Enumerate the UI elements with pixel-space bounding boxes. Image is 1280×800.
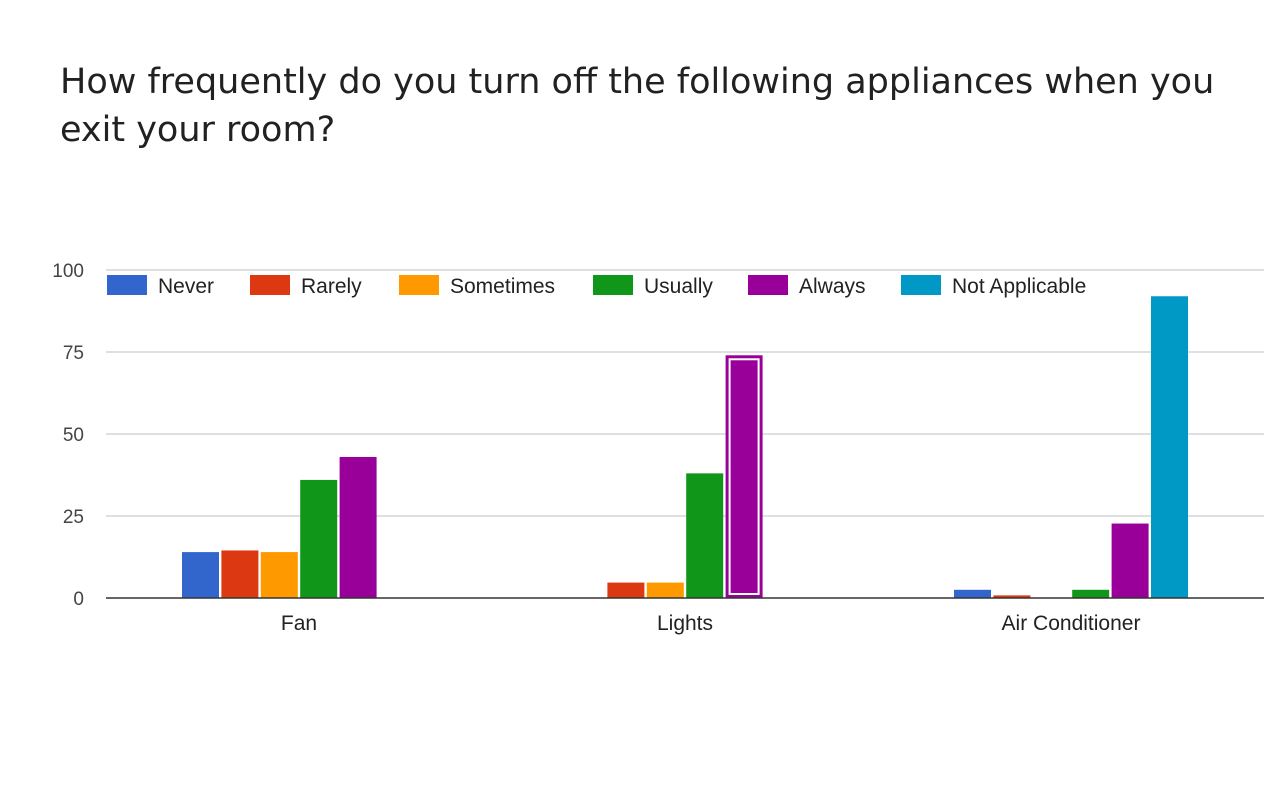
legend-item-not-applicable[interactable]: Not Applicable — [901, 275, 1086, 298]
legend-label: Never — [158, 275, 214, 298]
legend-item-always[interactable]: Always — [748, 275, 866, 298]
bars — [182, 296, 1188, 598]
x-axis-labels: Fan Lights Air Conditioner — [281, 612, 1141, 635]
legend-swatch — [901, 275, 941, 295]
chart-title: How frequently do you turn off the follo… — [60, 62, 1215, 150]
x-category-label: Air Conditioner — [1002, 612, 1141, 635]
bar-always-lights[interactable] — [725, 355, 763, 598]
bar-usually-lights[interactable] — [686, 473, 724, 598]
legend-label: Not Applicable — [952, 275, 1086, 298]
y-tick-label: 100 — [52, 261, 84, 282]
bar-rarely-air-conditioner[interactable] — [993, 595, 1031, 598]
bar-usually-air-conditioner[interactable] — [1072, 589, 1110, 598]
legend-swatch — [748, 275, 788, 295]
legend-label: Usually — [644, 275, 713, 298]
legend-swatch — [107, 275, 147, 295]
legend[interactable]: Never Rarely Sometimes Usually Always Not App… — [107, 275, 1086, 298]
legend-item-sometimes[interactable]: Sometimes — [399, 275, 555, 298]
x-category-label: Lights — [657, 612, 713, 635]
bar-highlight-outline — [728, 358, 760, 595]
bar-always-air-conditioner[interactable] — [1111, 523, 1149, 598]
legend-item-rarely[interactable]: Rarely — [250, 275, 362, 298]
y-tick-label: 50 — [63, 425, 84, 446]
legend-item-usually[interactable]: Usually — [593, 275, 713, 298]
y-tick-label: 0 — [73, 589, 84, 610]
y-tick-label: 75 — [63, 343, 84, 364]
legend-swatch — [593, 275, 633, 295]
legend-swatch — [250, 275, 290, 295]
bar-sometimes-fan[interactable] — [260, 552, 298, 598]
bar-never-fan[interactable] — [182, 552, 219, 598]
legend-swatch — [399, 275, 439, 295]
bar-usually-fan[interactable] — [300, 479, 338, 598]
x-category-label: Fan — [281, 612, 317, 635]
bar-always-fan[interactable] — [339, 456, 377, 598]
bar-never-air-conditioner[interactable] — [954, 589, 991, 598]
legend-label: Sometimes — [450, 275, 555, 298]
gridlines — [106, 269, 1264, 517]
y-axis-ticks: 0 25 50 75 100 — [52, 261, 84, 610]
y-tick-label: 25 — [63, 507, 84, 528]
bar-rarely-lights[interactable] — [607, 582, 645, 598]
bar-sometimes-lights[interactable] — [646, 582, 684, 598]
legend-item-never[interactable]: Never — [107, 275, 214, 298]
legend-label: Always — [799, 275, 866, 298]
bar-not-applicable-air-conditioner[interactable] — [1151, 296, 1188, 598]
legend-label: Rarely — [301, 275, 362, 298]
bar-rarely-fan[interactable] — [221, 550, 259, 598]
